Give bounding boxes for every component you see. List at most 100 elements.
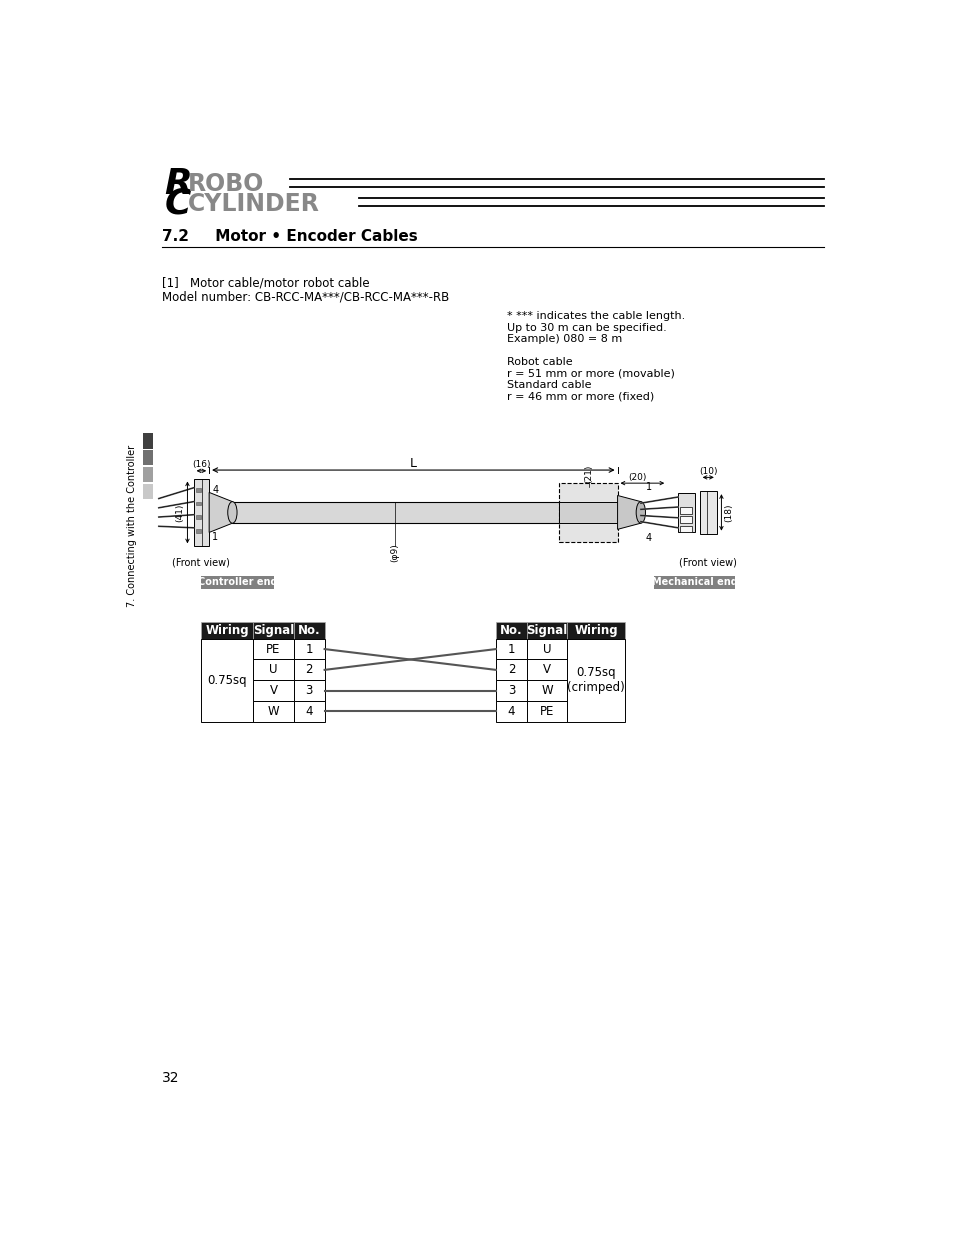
Text: (21): (21) [583, 464, 593, 483]
Text: V: V [269, 684, 277, 698]
Bar [294, 659, 324, 680]
Bar [200, 638, 253, 721]
Text: C: C [164, 186, 191, 221]
Polygon shape [209, 493, 233, 532]
Text: 1: 1 [212, 532, 218, 542]
Text: U: U [542, 642, 551, 656]
Bar [253, 659, 294, 680]
Bar [294, 638, 324, 659]
Text: 4: 4 [645, 532, 651, 543]
Text: W: W [540, 684, 553, 698]
Bar [193, 478, 209, 546]
Text: ROBO: ROBO [187, 173, 264, 196]
Bar [567, 621, 624, 638]
Text: Model number: CB-RCC-MA***/CB-RCC-MA***-RB: Model number: CB-RCC-MA***/CB-RCC-MA***-… [162, 290, 449, 304]
Bar [496, 638, 526, 659]
Ellipse shape [228, 501, 236, 524]
Bar [496, 659, 526, 680]
Text: * *** indicates the cable length.: * *** indicates the cable length. [506, 311, 684, 321]
Bar [558, 501, 618, 524]
Text: [1]   Motor cable/motor robot cable: [1] Motor cable/motor robot cable [162, 277, 369, 289]
Text: 7. Connecting with the Controller: 7. Connecting with the Controller [128, 445, 137, 606]
Text: Example) 080 = 8 m: Example) 080 = 8 m [506, 335, 621, 345]
Text: (Front view): (Front view) [679, 557, 737, 567]
Bar [678, 493, 695, 531]
Bar [294, 680, 324, 701]
Text: 4: 4 [305, 705, 313, 718]
Bar [496, 680, 526, 701]
Text: 1: 1 [305, 642, 313, 656]
Text: CYLINDER: CYLINDER [187, 191, 319, 216]
Text: L: L [410, 457, 416, 471]
Bar [526, 701, 567, 721]
Text: W: W [268, 705, 279, 718]
Bar [679, 526, 691, 532]
Text: 4: 4 [212, 485, 218, 495]
Bar [195, 530, 200, 534]
Text: (18): (18) [723, 503, 732, 521]
Bar [195, 515, 200, 520]
Text: Wiring: Wiring [205, 624, 249, 637]
Bar [253, 701, 294, 721]
Text: PE: PE [539, 705, 554, 718]
Bar [195, 501, 200, 505]
Text: 32: 32 [162, 1071, 179, 1086]
Text: 1: 1 [645, 482, 651, 492]
Text: 2: 2 [305, 663, 313, 677]
Bar [200, 621, 253, 638]
Text: 3: 3 [305, 684, 313, 698]
Bar [654, 576, 735, 589]
Bar [496, 701, 526, 721]
Bar [294, 701, 324, 721]
Text: 3: 3 [507, 684, 515, 698]
Bar [253, 638, 294, 659]
Bar [233, 501, 618, 524]
Text: (20): (20) [628, 473, 646, 482]
Bar [679, 508, 691, 514]
Text: (φ9): (φ9) [390, 543, 399, 562]
Bar [496, 621, 526, 638]
Text: V: V [542, 663, 551, 677]
Text: Mechanical end: Mechanical end [651, 577, 737, 587]
Bar [558, 483, 617, 542]
Text: Up to 30 m can be specified.: Up to 30 m can be specified. [506, 322, 666, 332]
Text: 2: 2 [507, 663, 515, 677]
Text: U: U [269, 663, 277, 677]
Bar [253, 621, 294, 638]
Text: Wiring: Wiring [574, 624, 618, 637]
Bar [567, 638, 624, 721]
Text: (16): (16) [192, 461, 211, 469]
Text: Signal: Signal [526, 624, 567, 637]
Text: R: R [164, 168, 192, 201]
Bar [143, 467, 152, 483]
Text: 0.75sq
(crimped): 0.75sq (crimped) [567, 666, 624, 694]
Bar [699, 492, 716, 534]
Text: 1: 1 [507, 642, 515, 656]
Text: r = 46 mm or more (fixed): r = 46 mm or more (fixed) [506, 391, 654, 401]
Bar [253, 680, 294, 701]
Polygon shape [617, 495, 640, 530]
Bar [294, 621, 324, 638]
Bar [526, 638, 567, 659]
Text: (Front view): (Front view) [172, 557, 230, 567]
Text: (41): (41) [175, 503, 184, 521]
Text: r = 51 mm or more (movable): r = 51 mm or more (movable) [506, 369, 674, 379]
Text: 4: 4 [507, 705, 515, 718]
Bar [679, 516, 691, 524]
Text: Controller end: Controller end [197, 577, 277, 587]
Text: Standard cable: Standard cable [506, 380, 591, 390]
Bar [143, 484, 152, 499]
Bar [195, 488, 200, 492]
Text: No.: No. [499, 624, 522, 637]
Text: Signal: Signal [253, 624, 294, 637]
Text: 7.2     Motor • Encoder Cables: 7.2 Motor • Encoder Cables [162, 230, 417, 245]
Text: Robot cable: Robot cable [506, 357, 572, 367]
Ellipse shape [636, 501, 645, 524]
Bar [526, 659, 567, 680]
Bar [200, 576, 274, 589]
Bar [143, 433, 152, 448]
Text: (10): (10) [699, 467, 717, 475]
Text: PE: PE [266, 642, 280, 656]
Bar [526, 621, 567, 638]
Bar [143, 450, 152, 466]
